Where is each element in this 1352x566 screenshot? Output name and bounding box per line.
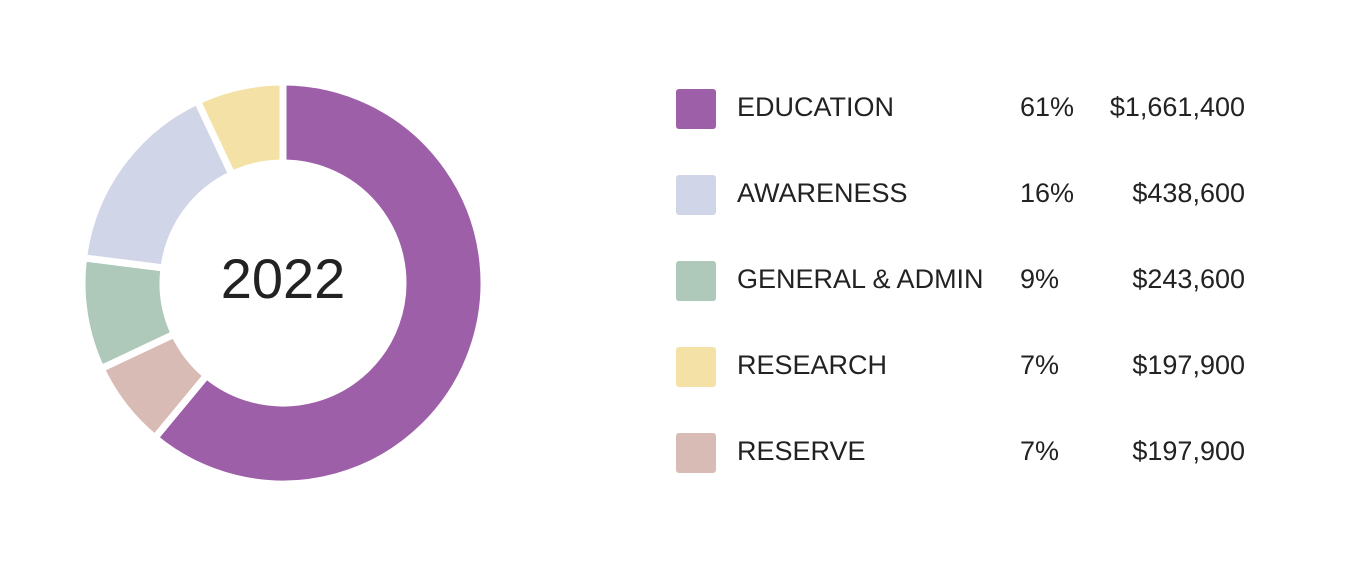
- legend-label: EDUCATION: [737, 92, 894, 122]
- percent-label: 7%: [1020, 436, 1059, 466]
- legend-swatch: [676, 89, 716, 129]
- percent-label: 61%: [1020, 92, 1074, 122]
- legend-label: RESERVE: [737, 436, 866, 466]
- legend-label: GENERAL & ADMIN: [737, 264, 984, 294]
- amount-label: $1,661,400: [1110, 92, 1245, 122]
- legend-swatch: [676, 433, 716, 473]
- percent-label: 16%: [1020, 178, 1074, 208]
- amount-label: $197,900: [1132, 350, 1245, 380]
- legend-swatch: [676, 175, 716, 215]
- donut-slice: [149, 78, 488, 488]
- legend-swatch: [676, 261, 716, 301]
- legend-swatch: [676, 347, 716, 387]
- amount-label: $438,600: [1132, 178, 1245, 208]
- legend-label: RESEARCH: [737, 350, 887, 380]
- legend-label: AWARENESS: [737, 178, 908, 208]
- percent-label: 7%: [1020, 350, 1059, 380]
- amount-label: $197,900: [1132, 436, 1245, 466]
- percent-label: 9%: [1020, 264, 1059, 294]
- amount-label: $243,600: [1132, 264, 1245, 294]
- center-label: 2022: [221, 247, 346, 310]
- donut-slice: [192, 78, 287, 180]
